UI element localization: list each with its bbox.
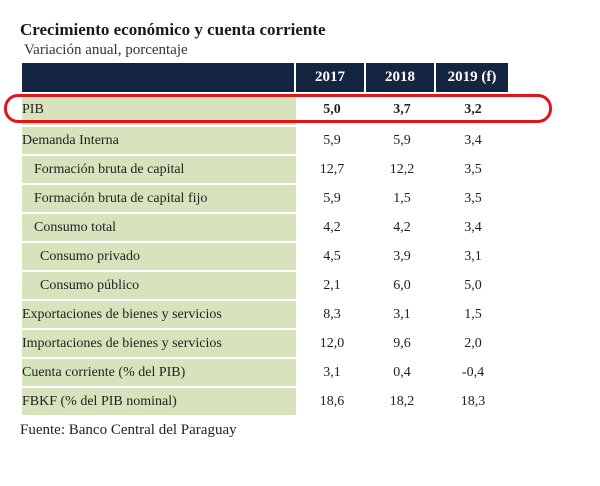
header-blank-cell [22, 63, 296, 92]
table-row: Formación bruta de capital 12,7 12,2 3,5 [22, 154, 508, 183]
row-label: Consumo total [22, 212, 296, 241]
row-label: Exportaciones de bienes y servicios [22, 299, 296, 328]
row-label: Demanda Interna [22, 125, 296, 154]
header-year-2017: 2017 [296, 63, 366, 92]
table-row: Importaciones de bienes y servicios 12,0… [22, 328, 508, 357]
row-label: Cuenta corriente (% del PIB) [22, 357, 296, 386]
cell-value: 2,1 [296, 270, 366, 299]
row-label: FBKF (% del PIB nominal) [22, 386, 296, 415]
cell-value: 1,5 [436, 299, 508, 328]
cell-value: 5,0 [296, 92, 366, 125]
row-label: Formación bruta de capital [22, 154, 296, 183]
pib-row-highlight [4, 94, 552, 123]
cell-value: 18,6 [296, 386, 366, 415]
cell-value: 3,5 [436, 154, 508, 183]
header-year-2019f: 2019 (f) [436, 63, 508, 92]
cell-value: 5,0 [436, 270, 508, 299]
table-row: Consumo público 2,1 6,0 5,0 [22, 270, 508, 299]
cell-value: 2,0 [436, 328, 508, 357]
cell-value: 3,4 [436, 125, 508, 154]
table-title: Crecimiento económico y cuenta corriente [20, 20, 326, 39]
table-row: Cuenta corriente (% del PIB) 3,1 0,4 -0,… [22, 357, 508, 386]
growth-table: 2017 2018 2019 (f) PIB 5,0 3,7 3,2 Deman… [22, 63, 508, 415]
cell-value: 3,1 [366, 299, 436, 328]
cell-value: 4,2 [366, 212, 436, 241]
cell-value: 3,9 [366, 241, 436, 270]
cell-value: 3,5 [436, 183, 508, 212]
table-row: Consumo privado 4,5 3,9 3,1 [22, 241, 508, 270]
cell-value: 3,7 [366, 92, 436, 125]
row-label: PIB [22, 92, 296, 125]
cell-value: 3,1 [436, 241, 508, 270]
header-year-2018: 2018 [366, 63, 436, 92]
table-row: Formación bruta de capital fijo 5,9 1,5 … [22, 183, 508, 212]
cell-value: 1,5 [366, 183, 436, 212]
cell-value: -0,4 [436, 357, 508, 386]
cell-value: 12,7 [296, 154, 366, 183]
table-subtitle: Variación anual, porcentaje [24, 42, 188, 58]
cell-value: 12,2 [366, 154, 436, 183]
cell-value: 0,4 [366, 357, 436, 386]
row-label: Importaciones de bienes y servicios [22, 328, 296, 357]
cell-value: 5,9 [296, 183, 366, 212]
table-row: FBKF (% del PIB nominal) 18,6 18,2 18,3 [22, 386, 508, 415]
cell-value: 5,9 [296, 125, 366, 154]
table-row: Consumo total 4,2 4,2 3,4 [22, 212, 508, 241]
cell-value: 18,3 [436, 386, 508, 415]
table-row: Exportaciones de bienes y servicios 8,3 … [22, 299, 508, 328]
cell-value: 5,9 [366, 125, 436, 154]
cell-value: 3,4 [436, 212, 508, 241]
cell-value: 9,6 [366, 328, 436, 357]
header-row: 2017 2018 2019 (f) [22, 63, 508, 92]
table-row: Demanda Interna 5,9 5,9 3,4 [22, 125, 508, 154]
cell-value: 6,0 [366, 270, 436, 299]
cell-value: 4,5 [296, 241, 366, 270]
cell-value: 8,3 [296, 299, 366, 328]
cell-value: 4,2 [296, 212, 366, 241]
row-label: Consumo privado [22, 241, 296, 270]
row-label: Consumo público [22, 270, 296, 299]
table-row: PIB 5,0 3,7 3,2 [22, 92, 508, 125]
cell-value: 12,0 [296, 328, 366, 357]
row-label: Formación bruta de capital fijo [22, 183, 296, 212]
source-note: Fuente: Banco Central del Paraguay [20, 422, 237, 438]
cell-value: 18,2 [366, 386, 436, 415]
cell-value: 3,2 [436, 92, 508, 125]
cell-value: 3,1 [296, 357, 366, 386]
